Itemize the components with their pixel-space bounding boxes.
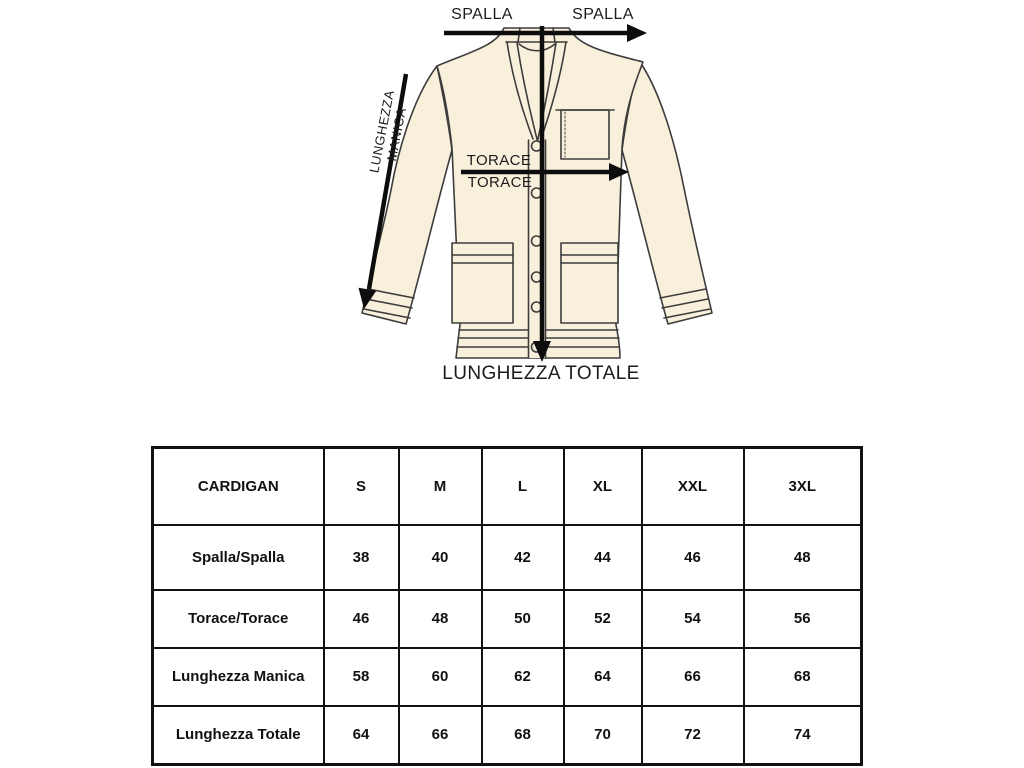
chest-pocket <box>555 109 615 160</box>
cell: 64 <box>562 646 643 707</box>
row-label-totale: Lunghezza Totale <box>151 704 325 766</box>
total-length-arrow <box>533 26 551 362</box>
table-row: Spalla/Spalla 38 40 42 44 46 48 <box>151 523 863 591</box>
right-pocket <box>560 242 619 324</box>
cell: 70 <box>562 704 643 766</box>
cell: 68 <box>742 646 863 707</box>
cell: 62 <box>480 646 565 707</box>
cell: 64 <box>322 704 400 766</box>
cell: 46 <box>640 523 745 591</box>
cell: 52 <box>562 588 643 649</box>
column-header-m: M <box>397 446 483 526</box>
cell: 42 <box>480 523 565 591</box>
cell: 58 <box>322 646 400 707</box>
cell: 66 <box>397 704 483 766</box>
cuff-ribbing <box>363 288 711 319</box>
column-header-xl: XL <box>562 446 643 526</box>
cell: 46 <box>322 588 400 649</box>
cell: 40 <box>397 523 483 591</box>
cell: 44 <box>562 523 643 591</box>
table-row: Torace/Torace 46 48 50 52 54 56 <box>151 588 863 649</box>
row-label-spalla: Spalla/Spalla <box>151 523 325 591</box>
cell: 66 <box>640 646 745 707</box>
cell: 56 <box>742 588 863 649</box>
cell: 74 <box>742 704 863 766</box>
cell: 68 <box>480 704 565 766</box>
cell: 54 <box>640 588 745 649</box>
cell: 48 <box>742 523 863 591</box>
shoulder-arrow <box>444 24 647 42</box>
cell: 38 <box>322 523 400 591</box>
spalla-left-label: SPALLA <box>451 6 513 23</box>
cardigan-illustration <box>358 24 713 362</box>
cell: 72 <box>640 704 745 766</box>
cell: 50 <box>480 588 565 649</box>
buttons <box>530 140 543 353</box>
row-label-torace: Torace/Torace <box>151 588 325 649</box>
cardigan-measurement-diagram: SPALLA SPALLA TORACE TORACE LUNGHEZZA MA… <box>358 6 713 384</box>
cell: 60 <box>397 646 483 707</box>
table-row: Lunghezza Manica 58 60 62 64 66 68 <box>151 646 863 707</box>
sleeve-length-arrow <box>358 73 409 309</box>
spalla-right-label: SPALLA <box>572 6 634 23</box>
cell: 48 <box>397 588 483 649</box>
row-label-manica: Lunghezza Manica <box>151 646 325 707</box>
table-header-row: CARDIGAN S M L XL XXL 3XL <box>151 446 863 526</box>
table-row: Lunghezza Totale 64 66 68 70 72 74 <box>151 704 863 766</box>
torace-top-label: TORACE <box>466 152 532 169</box>
left-pocket <box>451 242 514 324</box>
column-header-l: L <box>480 446 565 526</box>
column-header-xxl: XXL <box>640 446 745 526</box>
total-length-label: LUNGHEZZA TOTALE <box>442 363 640 384</box>
size-table: CARDIGAN S M L XL XXL 3XL Spalla/Spalla … <box>151 446 863 766</box>
chest-arrow <box>461 163 629 181</box>
column-header-s: S <box>322 446 400 526</box>
column-header-cardigan: CARDIGAN <box>151 446 325 526</box>
right-sleeve <box>621 61 713 325</box>
column-header-3xl: 3XL <box>742 446 863 526</box>
torace-bottom-label: TORACE <box>467 174 533 191</box>
